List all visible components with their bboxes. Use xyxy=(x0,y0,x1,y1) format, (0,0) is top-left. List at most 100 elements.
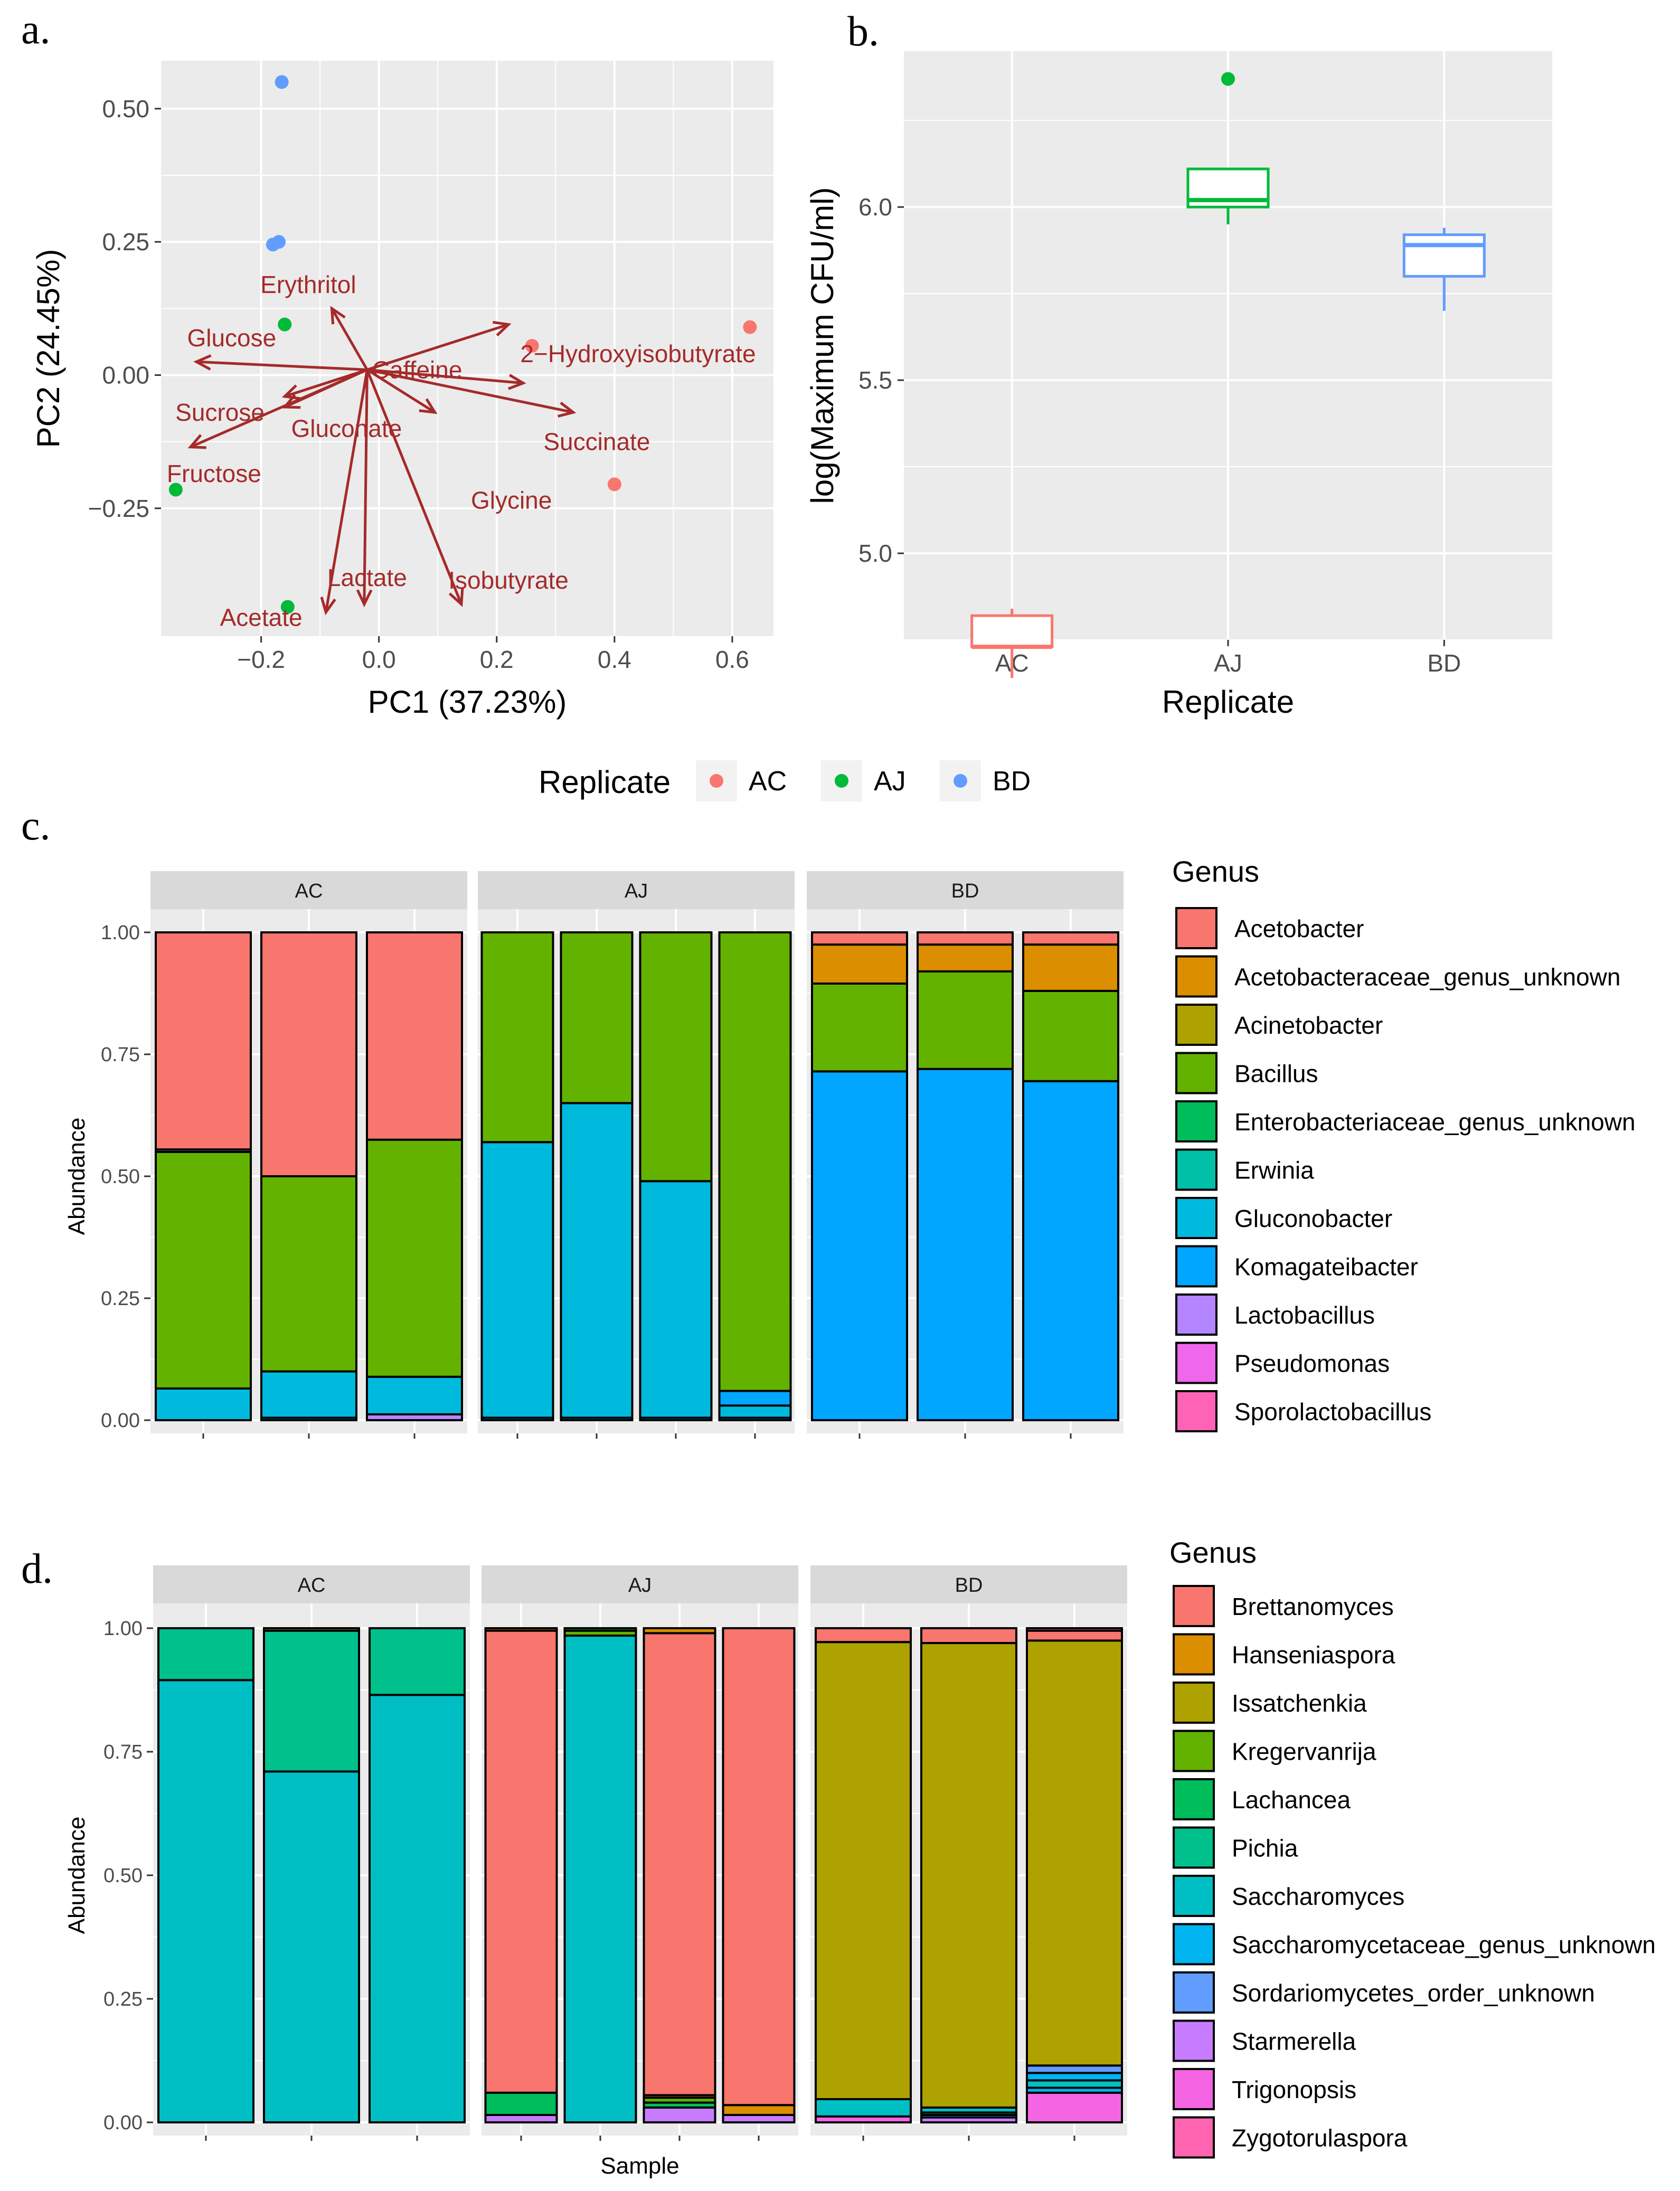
x-tick-label: AJ xyxy=(1214,649,1242,677)
arrow-icon xyxy=(419,398,438,414)
y-axis-title: Abundance xyxy=(64,1118,90,1235)
stacked-bar xyxy=(639,931,713,1421)
bar-segment-gluconobacter xyxy=(480,1141,554,1419)
stacked-bar xyxy=(366,931,463,1422)
legend-label: Sporolactobacillus xyxy=(1234,1398,1431,1425)
loading-arrow xyxy=(366,369,464,607)
arrow-icon xyxy=(320,597,336,616)
bar-segment-gluconobacter xyxy=(155,1387,252,1421)
legend-swatch xyxy=(1173,2019,1215,2062)
stacked-bar xyxy=(1022,931,1119,1421)
variable-label: Erythritol xyxy=(260,271,356,298)
legend-label: Brettanomyces xyxy=(1232,1593,1394,1620)
variable-label: 2−Hydroxyisobutyrate xyxy=(520,340,756,367)
replicate-legend: Replicate AC AJ BD xyxy=(539,760,1031,801)
legend-swatch xyxy=(1175,1197,1217,1239)
legend-label: Lactobacillus xyxy=(1234,1301,1375,1329)
loading-arrow xyxy=(366,368,577,418)
legend-label: Hanseniaspora xyxy=(1232,1641,1395,1669)
bar-segment-lachancea xyxy=(563,1627,637,1632)
legend-swatch xyxy=(1173,1730,1215,1772)
bar-segment-brettanomyces xyxy=(643,1632,716,2096)
data-point-bd xyxy=(272,235,286,249)
facet-strip-label: BD xyxy=(955,1574,983,1597)
data-point-aj xyxy=(168,483,183,497)
bar-segment-issatchenkia xyxy=(1026,1639,1123,2067)
facet-strip-label: BD xyxy=(951,880,979,902)
bar-segment-gluconobacter xyxy=(560,1102,634,1419)
legend-label: AJ xyxy=(874,766,906,797)
bar-segment-saccharomyces xyxy=(1026,2079,1123,2089)
genus-legend: Genus Acetobacter Acetobacteraceae_genus_u… xyxy=(1172,855,1636,1432)
panel-label-a: a. xyxy=(21,6,51,53)
bar-segment-acetobacter xyxy=(260,931,357,1177)
bar-segment-sordariomycetes-order-unknown xyxy=(1026,2064,1123,2074)
y-tick-label: −0.25 xyxy=(88,495,149,522)
arrow-shaft xyxy=(366,369,436,414)
x-tick-label: BD xyxy=(1427,649,1461,677)
bar-segment-gluconobacter xyxy=(260,1370,357,1419)
facet-bd: BD xyxy=(810,1565,1127,2141)
bar-segment-saccharomyces xyxy=(157,1679,254,2123)
bar-segment-komagateibacter xyxy=(811,1070,908,1421)
legend-swatch xyxy=(1175,1004,1217,1046)
arrow-icon xyxy=(330,306,346,325)
legend-swatch xyxy=(1175,1390,1217,1432)
loading-arrow xyxy=(366,369,438,414)
bar-segment-acetobacter xyxy=(155,931,252,1151)
arrow-icon xyxy=(281,384,301,400)
arrow-icon xyxy=(558,401,577,418)
bar-segment-hanseniaspora xyxy=(263,1627,360,1632)
facet-strip xyxy=(153,1565,470,1603)
facet-ac: AC xyxy=(153,1565,470,2141)
x-tick-label: −0.2 xyxy=(237,646,285,673)
legend-label: Saccharomycetaceae_genus_unknown xyxy=(1232,1931,1656,1959)
facet-aj: AJ xyxy=(482,1565,798,2141)
y-tick-label: 0.00 xyxy=(101,1410,140,1432)
variable-label: Lactate xyxy=(327,564,407,591)
bar-segment-komagateibacter xyxy=(718,1390,792,1407)
facet-strip xyxy=(150,871,467,909)
bar-segment-issatchenkia xyxy=(815,1641,912,2101)
bar-segment-saccharomyces xyxy=(369,1694,466,2124)
y-tick-label: 0.50 xyxy=(101,1166,140,1188)
stacked-bar xyxy=(815,1627,912,2124)
stacked-bar xyxy=(811,931,908,1421)
legend-label: AC xyxy=(749,766,787,797)
facet-strip-label: AC xyxy=(295,880,323,902)
bar-segment-starmerella xyxy=(484,2113,558,2123)
facet-strip-label: AC xyxy=(298,1574,326,1597)
y-tick-label: 1.00 xyxy=(103,1618,143,1640)
y-tick-label: 1.00 xyxy=(101,922,140,944)
y-tick-label: 0.50 xyxy=(103,1865,143,1887)
x-tick-label: 0.0 xyxy=(362,646,396,673)
legend-title: Replicate xyxy=(539,764,671,800)
panel-label-d: d. xyxy=(21,1546,53,1592)
variable-label: Sucrose xyxy=(175,399,265,426)
bar-segment-starmerella xyxy=(643,2106,716,2123)
bar-segment-brettanomyces xyxy=(920,1627,1017,1645)
y-tick-label: 5.5 xyxy=(858,366,892,394)
legend-swatch xyxy=(1175,1245,1217,1288)
bar-segment-acetobacter xyxy=(1022,931,1119,946)
arrow-shaft xyxy=(366,368,574,414)
legend-swatch xyxy=(1173,1923,1215,1966)
loading-arrow xyxy=(330,306,369,371)
bar-segment-bacillus xyxy=(155,1150,252,1390)
panel-label-c: c. xyxy=(21,802,51,849)
bar-segment-saccharomyces xyxy=(263,1770,360,2123)
arrow-shaft xyxy=(324,369,369,613)
legend-label: Pseudomonas xyxy=(1234,1350,1390,1377)
x-axis-title: Replicate xyxy=(1162,684,1294,720)
variable-label: Glucose xyxy=(187,324,276,352)
box xyxy=(1402,233,1486,278)
boxplot-aj xyxy=(1186,72,1270,224)
arrow-shaft xyxy=(363,370,369,605)
loading-arrow xyxy=(187,369,368,449)
x-axis-title: PC1 (37.23%) xyxy=(368,684,567,720)
legend-swatch xyxy=(1173,1585,1215,1627)
box xyxy=(970,614,1054,648)
legend-label: Erwinia xyxy=(1234,1157,1314,1184)
boxplot-bd xyxy=(1402,228,1486,311)
facet-strip xyxy=(807,871,1124,909)
